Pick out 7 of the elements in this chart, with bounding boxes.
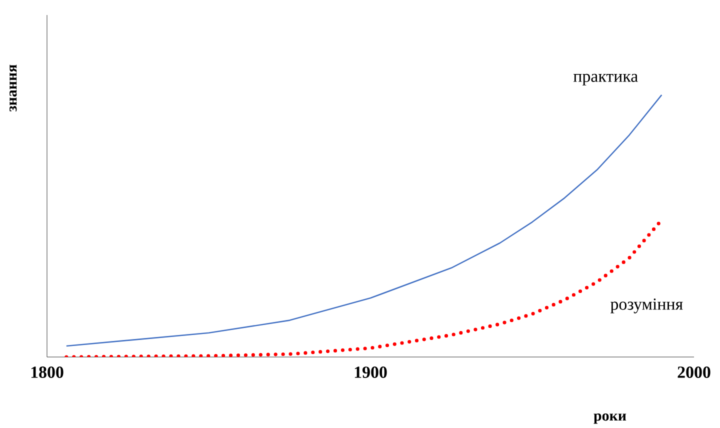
x-tick-label: 1900: [354, 366, 387, 378]
y-axis-title: знання: [10, 64, 17, 112]
x-tick-label: 2000: [678, 366, 710, 378]
series-label: розуміння: [610, 298, 683, 314]
series-label: практика: [573, 74, 638, 86]
x-tick-label: 1800: [31, 366, 64, 378]
x-axis-title: роки: [594, 414, 626, 424]
